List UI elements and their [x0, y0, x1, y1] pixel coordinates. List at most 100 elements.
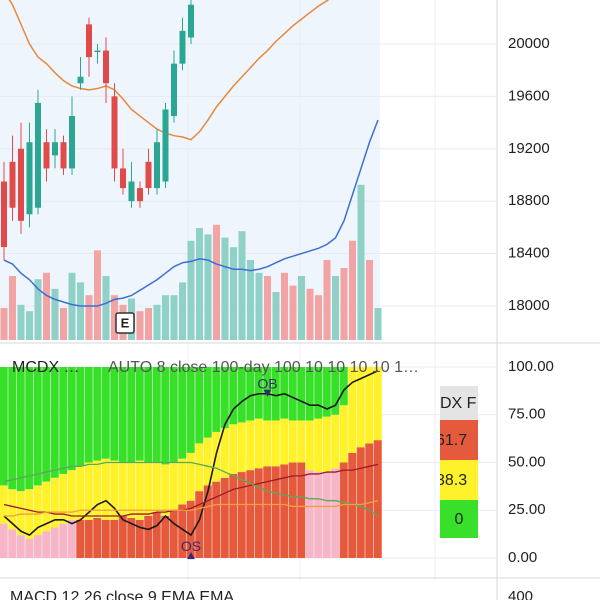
stack-segment: [322, 367, 331, 417]
indicator-line: [3, 119, 379, 307]
stack-segment: [348, 367, 357, 453]
indicator-params: AUTO 8 close 100-day 100 10 10 10 10 1…: [108, 359, 419, 376]
volume-bar: [315, 295, 322, 340]
volume-bar: [102, 276, 110, 340]
stack-segment: [288, 462, 297, 558]
stack-segment: [195, 443, 204, 492]
y-tick-label: 20000: [508, 35, 550, 52]
candle-body: [60, 142, 67, 169]
stack-segment: [178, 458, 187, 505]
candle-body: [77, 76, 84, 84]
y-tick-label: 18000: [508, 297, 550, 314]
stack-segment: [280, 418, 289, 465]
candle-body: [145, 161, 152, 189]
stack-segment: [254, 418, 263, 469]
stack-segment: [297, 420, 306, 463]
candle-body: [69, 116, 75, 169]
macd-title: MACD 12 26 close 9 EMA EMA: [10, 589, 234, 600]
stack-segment: [237, 472, 246, 558]
y-tick-label: 50.00: [508, 453, 546, 470]
stack-segment: [169, 367, 178, 463]
volume-bar: [332, 276, 339, 340]
stack-segment: [127, 462, 136, 518]
volume-bar: [255, 272, 263, 340]
stack-segment: [178, 367, 187, 459]
stack-segment: [152, 462, 161, 513]
annotation-label: OB: [257, 375, 277, 391]
stack-segment: [84, 462, 93, 520]
stack-segment: [33, 367, 42, 486]
stack-segment: [144, 367, 153, 463]
candle-body: [171, 63, 177, 117]
stack-segment: [212, 367, 221, 432]
axes: 18000 18400 18800 19200 19600 20000 0.00 25.00 5…: [181, 35, 554, 566]
stack-segment: [33, 535, 42, 558]
annotation-marker: [187, 552, 195, 560]
stack-segment: [271, 367, 280, 421]
stack-segment: [110, 519, 119, 558]
volume-bar: [0, 308, 8, 340]
stack-segment: [110, 460, 119, 520]
stack-segment: [84, 367, 93, 463]
volume-bar: [94, 250, 101, 340]
price-pane: [0, 0, 497, 340]
stack-segment: [152, 367, 161, 463]
stack-segment: [8, 529, 17, 558]
stack-segment: [8, 367, 17, 490]
volume-bar: [238, 231, 246, 340]
stack-segment: [127, 367, 136, 463]
stack-segment: [118, 515, 127, 558]
candle-body: [94, 50, 101, 53]
y-tick-label: 75.00: [508, 406, 546, 423]
candle-body: [9, 161, 16, 208]
event-marker[interactable]: [115, 312, 135, 334]
stack-segment: [144, 462, 153, 516]
volume-bar: [153, 304, 161, 340]
stack-segment: [50, 367, 59, 478]
annotation-marker: [263, 389, 272, 397]
stack-segment: [59, 367, 68, 474]
stack-segment: [67, 470, 76, 520]
stack-segment: [212, 481, 221, 558]
stack-segment: [152, 512, 161, 558]
stack-segment: [288, 420, 297, 463]
candle-body: [26, 142, 33, 215]
stack-segment: [195, 491, 204, 558]
stack-segment: [0, 485, 8, 524]
stack-segment: [84, 519, 93, 558]
stack-segment: [93, 460, 102, 518]
stack-segment: [76, 367, 85, 467]
stack-segment: [67, 367, 76, 471]
stack-segment: [339, 367, 348, 406]
volume-bar: [111, 295, 118, 340]
stack-segment: [195, 367, 204, 444]
y-tick-label: 0.00: [508, 549, 537, 566]
stack-segment: [314, 472, 323, 558]
stack-segment: [135, 519, 144, 558]
stack-segment: [348, 452, 357, 558]
stack-segment: [110, 367, 119, 461]
stack-segment: [220, 428, 229, 478]
stack-segment: [229, 367, 238, 425]
stack-segment: [297, 367, 306, 421]
volume-bar: [264, 276, 271, 340]
stack-segment: [186, 500, 195, 558]
volume-bar: [34, 279, 42, 340]
stack-segment: [203, 437, 212, 486]
stack-segment: [0, 367, 8, 486]
stack-segment: [365, 443, 374, 558]
value-table: DX F 61.7 38.3 0: [436, 386, 478, 538]
stack-segment: [33, 485, 42, 536]
stack-segment: [135, 460, 144, 520]
stack-segment: [161, 367, 170, 465]
volume-bar: [306, 288, 314, 340]
table-cell: [440, 500, 478, 538]
volume-bar: [9, 276, 16, 340]
stack-segment: [271, 420, 280, 467]
stack-segment: [229, 473, 238, 558]
candle-body: [162, 109, 169, 182]
table-value: 61.7: [436, 432, 467, 449]
volume-bar: [77, 282, 84, 340]
volume-bar: [247, 260, 254, 340]
